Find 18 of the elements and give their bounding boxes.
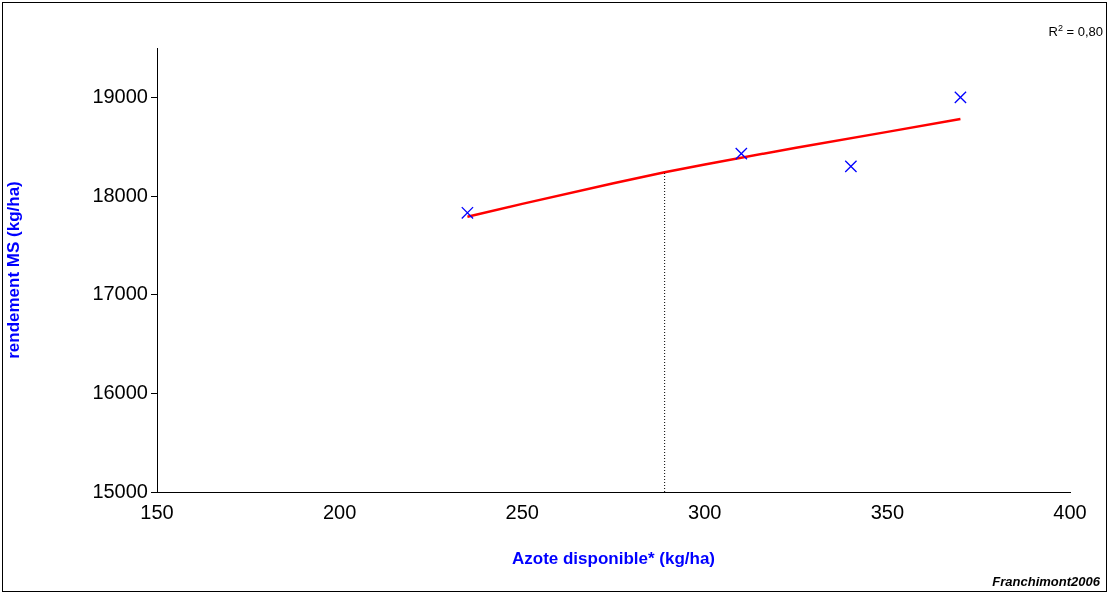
x-tick-label: 350 <box>870 500 905 523</box>
y-tick-label: 19000 <box>92 84 148 107</box>
x-tick-label: 300 <box>688 500 722 523</box>
y-tick-label: 18000 <box>92 183 148 206</box>
x-axis-title: Azote disponible* (kg/ha) <box>511 549 716 569</box>
point <box>735 147 748 160</box>
y-axis-title: rendement MS (kg/ha) <box>3 181 23 359</box>
text: Franchimont2006 <box>992 574 1101 589</box>
y-tick-label: 15000 <box>92 479 148 502</box>
y-tick-label: 16000 <box>92 380 148 403</box>
x-tick-label: 200 <box>322 500 357 523</box>
y-tick-label: 17000 <box>92 282 148 305</box>
x-tick-label: 250 <box>505 500 539 523</box>
point <box>461 206 474 220</box>
point <box>954 91 967 104</box>
x-tick-label: 400 <box>1053 500 1087 523</box>
x-tick-label: 150 <box>140 500 174 523</box>
point <box>844 160 858 173</box>
